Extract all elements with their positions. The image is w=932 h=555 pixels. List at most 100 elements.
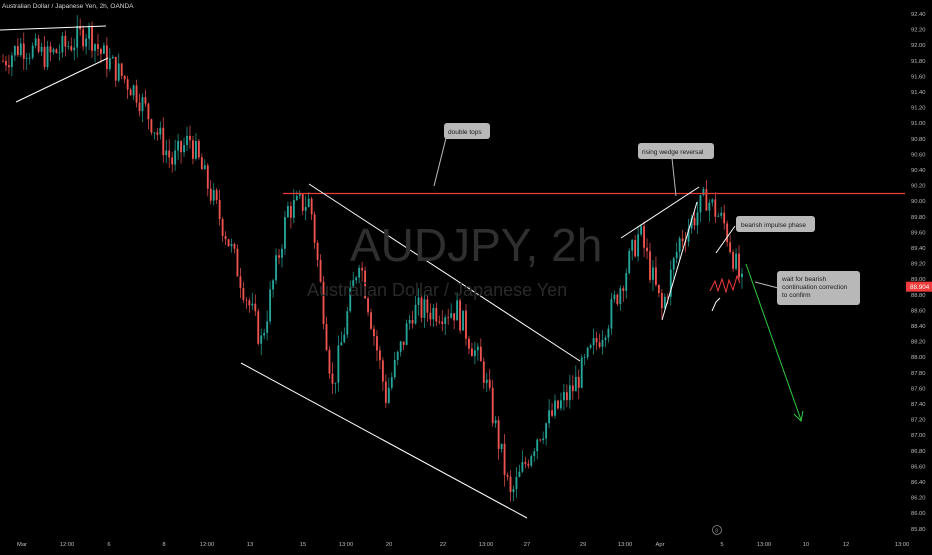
candle-body [233,244,236,249]
candle-body [156,132,159,135]
price-tick-label: 89.80 [911,215,926,221]
time-axis[interactable]: Mar 12:00 6 8 12:00 13 15 13:00 20 22 13:00 27 29 13:… [17,542,909,548]
candle-body [266,321,269,333]
candle-body [254,303,257,312]
callout-rising-wedge-text: rising wedge reversal [642,149,704,156]
candle-body [370,312,372,329]
candle-body [548,410,551,424]
candle-body [509,476,512,493]
impulse-zigzag[interactable] [711,297,721,312]
candle-body [711,199,714,203]
candle-body [521,462,524,472]
wedge-upper-line[interactable] [620,186,700,239]
candle-body [604,337,607,340]
drawings-layer: double tops rising wedge reversal bearis… [0,25,905,519]
candle-body [473,350,476,357]
candle-body [52,49,55,53]
impulse-pointer-line[interactable] [715,225,736,254]
trendline-lower-left[interactable] [15,57,109,103]
price-tick-label: 88.00 [911,355,926,361]
candle-body [16,46,19,56]
wedge-lower-line[interactable] [661,201,698,321]
candle-body [435,307,438,322]
candle-body [485,379,488,383]
candle-body [657,284,660,294]
candle-body [183,145,185,153]
candle-body [337,345,340,383]
candle-body [248,300,251,306]
price-tick-label: 92.20 [911,28,926,34]
channel-lower-line[interactable] [240,362,528,519]
candle-body [515,476,518,489]
candles-layer [2,15,743,502]
candle-body [319,259,322,282]
candle-body [631,239,634,251]
candle-body [284,217,286,249]
price-tick-label: 92.00 [911,43,926,49]
callout-bearish-impulse[interactable]: bearish impulse phase [736,216,815,232]
time-tick-label: 27 [524,542,530,548]
candle-body [304,206,307,211]
correction-scribble[interactable] [709,274,741,294]
candle-body [212,190,215,201]
price-tick-label: 89.60 [911,230,926,236]
candle-body [702,189,705,196]
candle-body [272,280,275,290]
trendline-top-left[interactable] [0,25,107,31]
candle-body [22,43,25,59]
candle-body [245,299,248,301]
candle-body [393,359,396,378]
callout-rising-wedge[interactable]: rising wedge reversal [638,143,714,197]
price-axis[interactable]: 92.40 92.20 92.00 91.80 91.60 91.40 91.20 91.00… [911,12,926,533]
projection-arrow-line[interactable] [745,263,802,421]
price-tick-label: 86.80 [911,449,926,455]
candle-body [450,313,453,318]
channel-upper-line[interactable] [308,183,581,362]
callout-double-tops-text: double tops [448,129,482,136]
time-tick-label: 15 [300,542,306,548]
candle-body [672,258,675,270]
candle-body [649,251,651,280]
candle-body [301,194,304,211]
candle-body [491,387,494,424]
candle-body [741,273,743,278]
time-tick-label: 13:00 [339,542,354,548]
candle-body [367,298,369,313]
callout-double-tops[interactable]: double tops [433,123,490,187]
candle-body [8,65,10,68]
candle-body [399,341,402,352]
candle-body [539,439,542,441]
candle-body [257,311,260,344]
candle-body [444,317,447,324]
candle-body [414,304,417,324]
candle-body [693,217,696,226]
candle-body [696,212,699,226]
candle-body [527,463,530,466]
candle-body [346,311,349,335]
candle-body [565,392,568,401]
candle-body [102,45,105,54]
candle-body [456,300,459,321]
candle-body [150,119,153,133]
candle-body [340,342,343,346]
callout-bearish-impulse-text: bearish impulse phase [741,222,806,229]
candle-body [292,199,295,218]
projection-arrow-head[interactable] [793,410,804,423]
candle-body [628,250,631,274]
candle-body [616,294,619,304]
time-tick-label: 13:00 [479,542,494,548]
candle-body [126,79,129,90]
candle-body [334,382,337,384]
time-tick-label: 29 [580,542,586,548]
candle-body [281,248,283,258]
candle-body [159,127,162,135]
time-tick-label: 12:00 [60,542,75,548]
scroll-to-realtime-icon[interactable]: 8 [712,525,722,535]
candle-body [67,46,70,47]
candle-body [663,296,666,309]
candle-body [129,89,132,96]
callout-wait-confirmation[interactable]: wait for bearish continuation correction… [754,271,860,305]
candle-body [714,199,717,217]
candle-body [355,277,358,281]
